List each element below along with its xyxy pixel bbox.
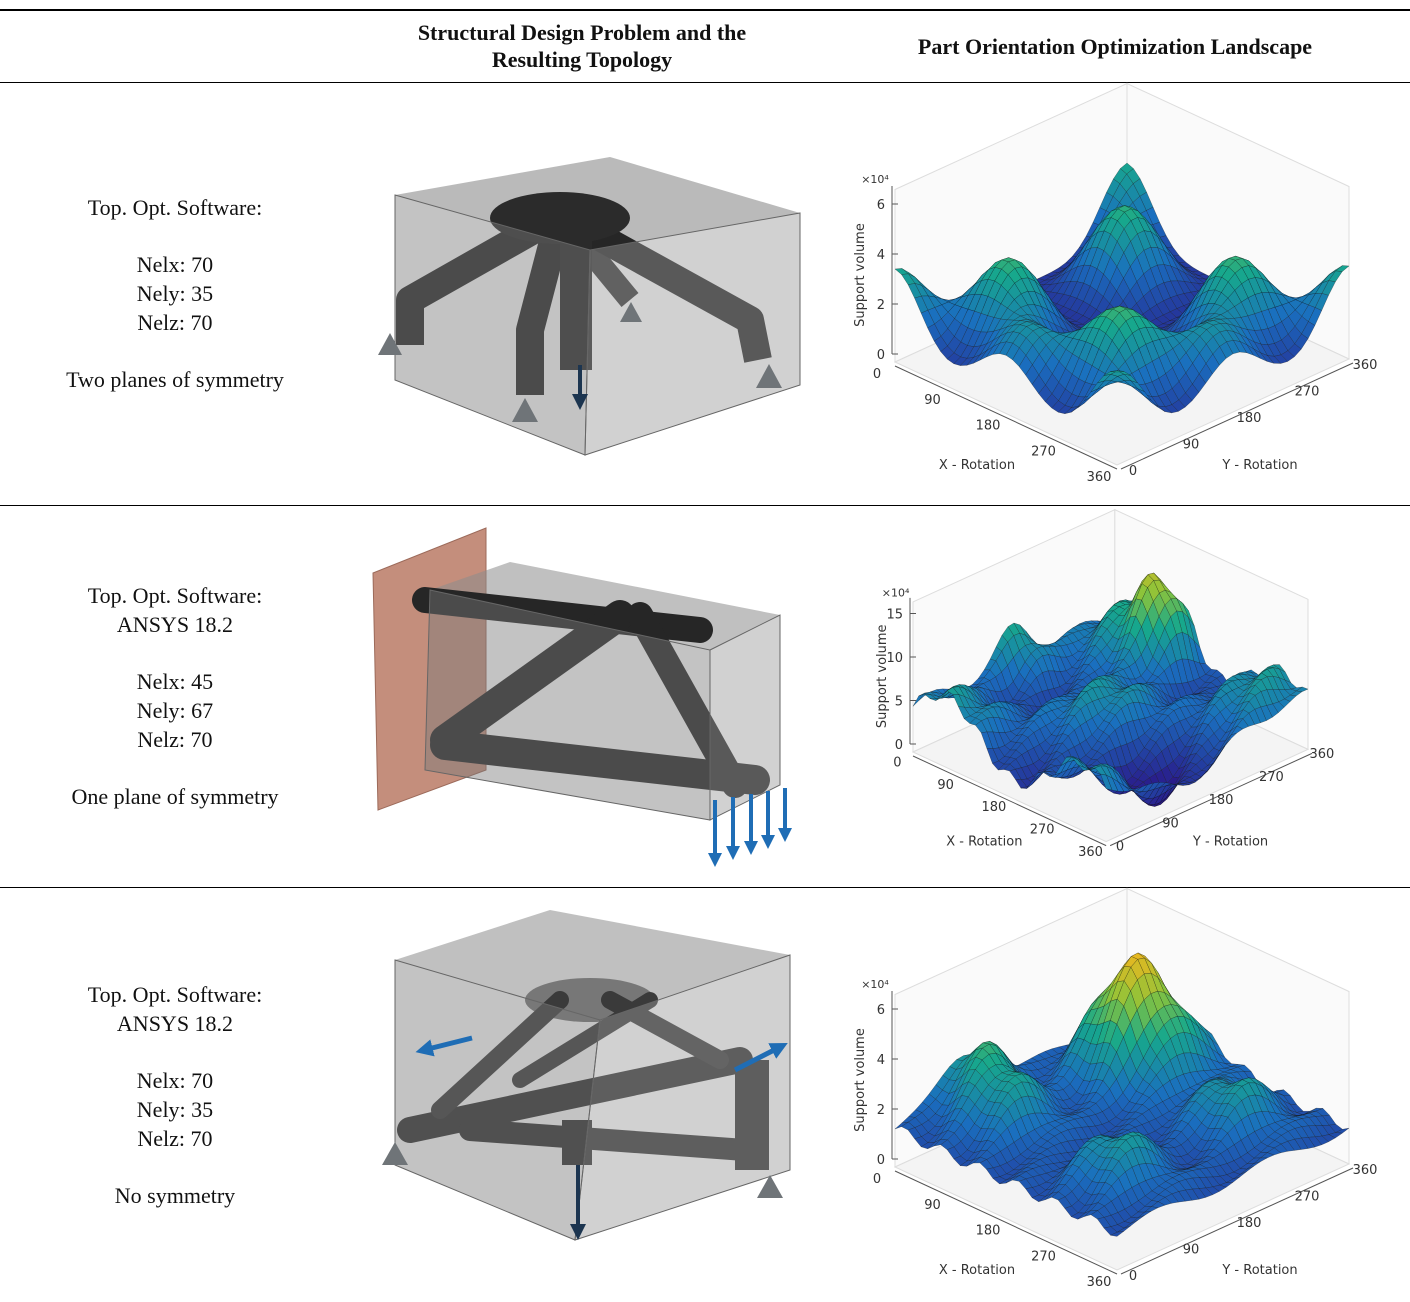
y-tick-label: 270: [1295, 1190, 1320, 1205]
symmetry: One plane of symmetry: [71, 782, 278, 811]
z-axis-label: Support volume: [853, 223, 868, 327]
x-tick-label: 0: [873, 367, 881, 382]
x-tick-label: 0: [873, 1172, 881, 1187]
x-tick-label: 360: [1087, 470, 1112, 485]
y-tick-label: 270: [1295, 385, 1320, 400]
row-description: Top. Opt. Software: Nelx: 70Nely: 35Nelz:…: [0, 82, 350, 505]
x-tick-label: 90: [937, 778, 954, 793]
x-tick-label: 180: [976, 419, 1001, 434]
mesh-line: Nelz: 70: [137, 1124, 213, 1153]
mesh-group: Nelx: 45Nely: 67Nelz: 70: [137, 667, 213, 754]
z-tick-label: 0: [877, 348, 885, 363]
y-tick-label: 360: [1309, 747, 1334, 762]
mesh-line: Nelx: 45: [137, 667, 213, 696]
z-tick-label: 6: [877, 198, 885, 213]
x-tick-label: 0: [893, 755, 901, 770]
z-axis-label: Support volume: [853, 1028, 868, 1132]
software-group: Top. Opt. Software:ANSYS 18.2: [88, 581, 262, 639]
z-tick-label: 2: [877, 1103, 885, 1118]
x-axis-label: X - Rotation: [939, 1263, 1015, 1278]
software-line: ANSYS 18.2: [88, 610, 262, 639]
x-tick-label: 360: [1078, 845, 1103, 860]
y-tick-label: 360: [1353, 1163, 1378, 1178]
z-tick-label: 2: [877, 298, 885, 313]
surface-plot: 0 2 4 6 0 90 180 270 360 0 90 180 270 360 X - Rotation…: [853, 889, 1377, 1291]
software-line: ANSYS 18.2: [88, 1009, 262, 1038]
mesh-line: Nelz: 70: [137, 725, 213, 754]
symmetry: No symmetry: [115, 1181, 235, 1210]
y-axis-label: Y - Rotation: [1192, 835, 1268, 850]
y-tick-label: 270: [1259, 770, 1284, 785]
mesh-group: Nelx: 70Nely: 35Nelz: 70: [137, 1066, 213, 1153]
software-line: Top. Opt. Software:: [88, 980, 262, 1009]
mesh-line: Nelx: 70: [137, 250, 213, 279]
x-tick-label: 270: [1031, 444, 1056, 459]
y-tick-label: 180: [1237, 411, 1262, 426]
mesh-line: Nely: 35: [137, 279, 213, 308]
x-tick-label: 360: [1087, 1275, 1112, 1290]
axis-scale: ×10⁴: [861, 173, 889, 186]
axis-scale: ×10⁴: [861, 978, 889, 991]
mesh-line: Nely: 67: [137, 696, 213, 725]
y-tick-label: 90: [1162, 816, 1179, 831]
y-axis-label: Y - Rotation: [1221, 458, 1297, 473]
mesh-line: Nely: 35: [137, 1095, 213, 1124]
x-tick-label: 270: [1031, 1249, 1056, 1264]
structure-figure: [382, 910, 790, 1240]
symmetry: Two planes of symmetry: [66, 365, 284, 394]
software-line: Top. Opt. Software:: [88, 193, 262, 222]
surface-plot: 051015090180270360090180270360X - Rotati…: [875, 510, 1334, 860]
x-tick-label: 180: [976, 1224, 1001, 1239]
structure-figure: [373, 528, 785, 860]
mesh-line: Nelz: 70: [137, 308, 213, 337]
y-axis-label: Y - Rotation: [1221, 1263, 1297, 1278]
z-tick-label: 6: [877, 1003, 885, 1018]
mesh-group: Nelx: 70Nely: 35Nelz: 70: [137, 250, 213, 337]
z-tick-label: 5: [895, 695, 903, 710]
software-group: Top. Opt. Software:: [88, 193, 262, 222]
z-tick-label: 0: [895, 738, 903, 753]
x-tick-label: 90: [924, 1198, 941, 1213]
page: Part orientation table {"table": { "head…: [0, 0, 1410, 1302]
z-tick-label: 15: [886, 608, 903, 623]
z-tick-label: 4: [877, 1053, 885, 1068]
y-tick-label: 0: [1129, 1269, 1137, 1284]
box-face: [585, 213, 800, 455]
mesh-line: Nelx: 70: [137, 1066, 213, 1095]
x-tick-label: 90: [924, 393, 941, 408]
x-tick-label: 270: [1030, 823, 1055, 838]
software-group: Top. Opt. Software:ANSYS 18.2: [88, 980, 262, 1038]
box-face: [710, 615, 780, 820]
y-tick-label: 0: [1116, 839, 1124, 854]
page-body: Structural Design Problem and the Result…: [0, 0, 1410, 1302]
row-description: Top. Opt. Software:ANSYS 18.2Nelx: 45Nel…: [0, 505, 350, 887]
software-line: Top. Opt. Software:: [88, 581, 262, 610]
y-tick-label: 180: [1237, 1216, 1262, 1231]
x-axis-label: X - Rotation: [939, 458, 1015, 473]
z-tick-label: 0: [877, 1153, 885, 1168]
x-tick-label: 180: [981, 800, 1006, 815]
y-tick-label: 360: [1353, 358, 1378, 373]
y-tick-label: 90: [1183, 438, 1200, 453]
x-axis-label: X - Rotation: [946, 835, 1022, 850]
y-tick-label: 180: [1209, 793, 1234, 808]
z-tick-label: 4: [877, 248, 885, 263]
y-tick-label: 0: [1129, 464, 1137, 479]
surface-plot: 0 2 4 6 0 90 180 270 360 0 90 180 270 360 X - Rotation…: [853, 84, 1377, 486]
axis-scale: ×10⁴: [882, 586, 910, 599]
structure-figure: [378, 157, 800, 455]
row-description: Top. Opt. Software:ANSYS 18.2Nelx: 70Nel…: [0, 887, 350, 1302]
y-tick-label: 90: [1183, 1243, 1200, 1258]
z-axis-label: Support volume: [875, 624, 890, 728]
